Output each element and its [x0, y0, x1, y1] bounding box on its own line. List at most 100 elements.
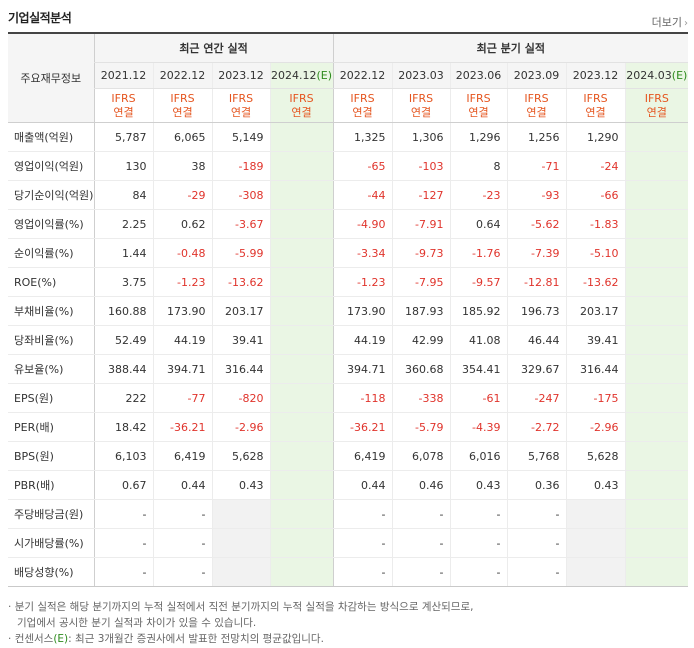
table-row: PER(배) 18.42 -36.21 -2.96 -36.21 -5.79 -4.39 -2… [8, 412, 689, 442]
value-cell [269, 122, 334, 152]
value-cell: -1.76 [449, 238, 508, 268]
value-cell [624, 151, 689, 181]
period-label: 2021.12 [100, 69, 147, 82]
value-cell [269, 354, 334, 384]
value-cell: -61 [449, 383, 508, 413]
value-cell: 187.93 [391, 296, 451, 326]
consolidated-label: 연결 [113, 105, 134, 119]
period-label: 2023.12 [572, 69, 619, 82]
ifrs-label: IFRS [111, 91, 136, 105]
consolidated-label: 연결 [291, 105, 312, 119]
table-row: 매출액(억원) 5,787 6,065 5,149 1,325 1,306 1,296 1,2… [8, 122, 689, 152]
row-label: EPS(원) [8, 383, 94, 413]
row-label: 영업이익(억원) [8, 151, 94, 181]
value-cell [269, 557, 334, 587]
period-header: 2023.12 [211, 62, 270, 89]
value-cell: 0.43 [211, 470, 270, 500]
table-row: 당좌비율(%) 52.49 44.19 39.41 44.19 42.99 41.08 46.… [8, 325, 689, 355]
consolidated-label: 연결 [352, 105, 373, 119]
ifrs-label: IFRS [524, 91, 549, 105]
ifrs-label: IFRS [583, 91, 608, 105]
more-link[interactable]: 더보기 › [652, 14, 688, 30]
value-cell [565, 499, 626, 529]
value-cell: -175 [565, 383, 626, 413]
value-cell [624, 296, 689, 326]
row-label: 시가배당률(%) [8, 528, 94, 558]
value-cell: -1.83 [565, 209, 626, 239]
value-cell [624, 267, 689, 297]
value-cell [624, 209, 689, 239]
value-cell: 173.90 [332, 296, 393, 326]
value-cell: -2.96 [565, 412, 626, 442]
value-cell: - [332, 557, 393, 587]
value-cell: 0.44 [332, 470, 393, 500]
value-cell: 0.62 [152, 209, 212, 239]
value-cell [211, 528, 270, 558]
value-cell: 44.19 [332, 325, 393, 355]
row-label: PBR(배) [8, 470, 94, 500]
period-header: 2023.09 [506, 62, 567, 89]
value-cell [269, 238, 334, 268]
row-label: 주당배당금(원) [8, 499, 94, 529]
value-cell: 1,306 [391, 122, 451, 152]
consolidated-label: 연결 [526, 105, 547, 119]
value-cell [624, 325, 689, 355]
value-cell: - [449, 499, 508, 529]
value-cell: -7.91 [391, 209, 451, 239]
period-header: 2022.12 [152, 62, 212, 89]
period-header: 2022.12 [332, 62, 393, 89]
value-cell: -4.90 [332, 209, 393, 239]
value-cell: - [93, 557, 153, 587]
value-cell: -308 [211, 180, 270, 210]
ifrs-label: IFRS [644, 91, 669, 105]
chevron-right-icon: › [684, 18, 688, 29]
footnote-2: · 컨센서스(E): 최근 3개월간 증권사에서 발표한 전망치의 평균값입니다… [8, 633, 324, 645]
ifrs-cell: IFRS 연결 [506, 88, 567, 123]
value-cell: -5.10 [565, 238, 626, 268]
footnote-2-prefix: 컨센서스 [14, 633, 54, 645]
table-row: BPS(원) 6,103 6,419 5,628 6,419 6,078 6,016 5,76… [8, 441, 689, 471]
value-cell: 5,787 [93, 122, 153, 152]
ifrs-label: IFRS [228, 91, 254, 105]
period-label: 2022.12 [339, 69, 386, 82]
value-cell: - [391, 528, 451, 558]
estimate-mark: (E) [316, 69, 333, 82]
value-cell: - [391, 499, 451, 529]
value-cell [624, 383, 689, 413]
consolidated-label: 연결 [410, 105, 432, 119]
value-cell: 44.19 [152, 325, 212, 355]
value-cell: -36.21 [332, 412, 393, 442]
value-cell [624, 557, 689, 587]
consolidated-label: 연결 [172, 105, 193, 119]
value-cell [269, 383, 334, 413]
value-cell: 38 [152, 151, 212, 181]
value-cell: -118 [332, 383, 393, 413]
value-cell: 0.44 [152, 470, 212, 500]
value-cell: 222 [93, 383, 153, 413]
value-cell: -9.57 [449, 267, 508, 297]
footnote-2-text: : 최근 3개월간 증권사에서 발표한 전망치의 평균값입니다. [68, 633, 324, 645]
value-cell: 39.41 [211, 325, 270, 355]
consolidated-label: 연결 [585, 105, 606, 119]
value-cell: 0.64 [449, 209, 508, 239]
value-cell: - [152, 499, 212, 529]
value-cell: 5,768 [506, 441, 567, 471]
table-row: 주당배당금(원) - - - - - - [8, 499, 689, 529]
value-cell: 1,325 [332, 122, 393, 152]
row-label: 순이익률(%) [8, 238, 94, 268]
value-cell: -2.96 [211, 412, 270, 442]
value-cell: - [93, 499, 153, 529]
period-label: 2023.09 [513, 69, 560, 82]
value-cell: - [152, 557, 212, 587]
value-cell: 41.08 [449, 325, 508, 355]
value-cell [269, 151, 334, 181]
value-cell: 394.71 [332, 354, 393, 384]
value-cell: 1,256 [506, 122, 567, 152]
row-label: 영업이익률(%) [8, 209, 94, 239]
value-cell [211, 557, 270, 587]
value-cell: - [506, 499, 567, 529]
value-cell: -127 [391, 180, 451, 210]
footnote-1-text: 분기 실적은 해당 분기까지의 누적 실적에서 직전 분기까지의 누적 실적을 … [14, 601, 474, 613]
value-cell: 203.17 [565, 296, 626, 326]
value-cell: -44 [332, 180, 393, 210]
